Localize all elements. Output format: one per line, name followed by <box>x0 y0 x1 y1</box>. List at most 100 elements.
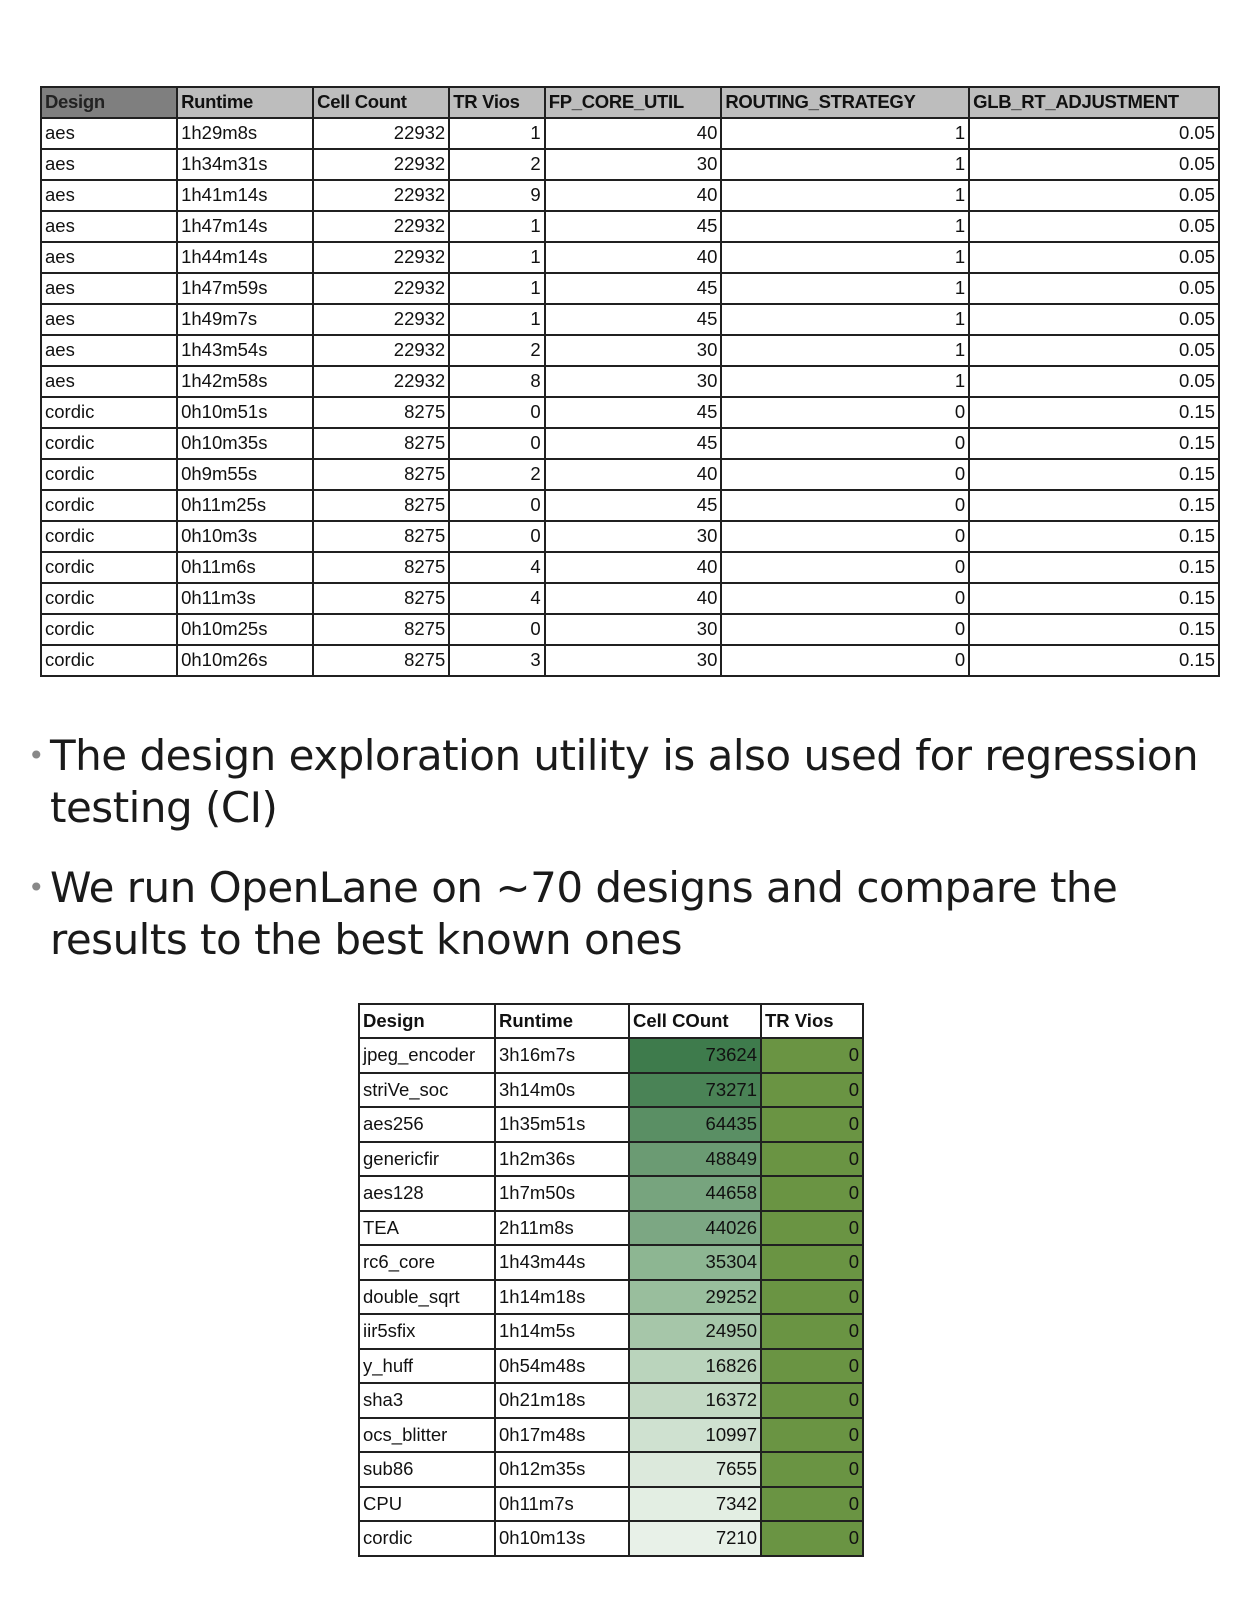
cell-glb-rt-adjustment: 0.15 <box>968 551 1220 584</box>
cell-tr-vios: 0 <box>760 1278 864 1315</box>
cell-fp-core-util: 45 <box>543 210 723 243</box>
header-routing-strategy: ROUTING_STRATEGY <box>720 86 971 119</box>
cell-routing-strategy: 1 <box>720 241 971 274</box>
cell-design: cordic <box>39 520 179 553</box>
cell-fp-core-util: 30 <box>543 148 723 181</box>
cell-glb-rt-adjustment: 0.15 <box>968 396 1220 429</box>
cell-cell-count: 8275 <box>312 458 451 491</box>
table-row: cordic 0h11m6s 8275 4 40 0 0.15 <box>39 551 1220 584</box>
cell-tr-vios: 4 <box>448 582 546 615</box>
cell-runtime: 1h7m50s <box>494 1175 630 1212</box>
cell-runtime: 1h43m44s <box>494 1244 630 1281</box>
cell-cell-count: 22932 <box>312 117 451 150</box>
cell-fp-core-util: 40 <box>543 179 723 212</box>
cell-runtime: 0h17m48s <box>494 1416 630 1453</box>
cell-tr-vios: 0 <box>760 1037 864 1074</box>
table-row: aes 1h47m59s 22932 1 45 1 0.05 <box>39 272 1220 305</box>
table-row: cordic 0h9m55s 8275 2 40 0 0.15 <box>39 458 1220 491</box>
cell-glb-rt-adjustment: 0.05 <box>968 334 1220 367</box>
cell-cell-count: 7342 <box>628 1485 762 1522</box>
table-row: cordic 0h11m25s 8275 0 45 0 0.15 <box>39 489 1220 522</box>
cell-fp-core-util: 40 <box>543 582 723 615</box>
cell-glb-rt-adjustment: 0.15 <box>968 427 1220 460</box>
cell-runtime: 1h34m31s <box>176 148 315 181</box>
bullet-item: • The design exploration utility is also… <box>20 730 1230 834</box>
cell-fp-core-util: 30 <box>543 613 723 646</box>
cell-cell-count: 8275 <box>312 551 451 584</box>
cell-glb-rt-adjustment: 0.05 <box>968 272 1220 305</box>
cell-runtime: 1h35m51s <box>494 1106 630 1143</box>
cell-cell-count: 22932 <box>312 241 451 274</box>
cell-runtime: 1h49m7s <box>176 303 315 336</box>
header-cell-count: Cell Count <box>312 86 451 119</box>
table-row: aes 1h34m31s 22932 2 30 1 0.05 <box>39 148 1220 181</box>
runs-table-body: aes 1h29m8s 22932 1 40 1 0.05 aes 1h34m31s 22932 2… <box>39 117 1220 677</box>
cell-glb-rt-adjustment: 0.15 <box>968 489 1220 522</box>
cell-routing-strategy: 0 <box>720 489 971 522</box>
cell-tr-vios: 1 <box>448 272 546 305</box>
cell-tr-vios: 0 <box>760 1382 864 1419</box>
table-row: CPU 0h11m7s 7342 0 <box>358 1485 864 1522</box>
cell-design: cordic <box>39 613 179 646</box>
cell-cell-count: 22932 <box>312 365 451 398</box>
cell-tr-vios: 0 <box>760 1071 864 1108</box>
cell-cell-count: 10997 <box>628 1416 762 1453</box>
table-row: aes 1h41m14s 22932 9 40 1 0.05 <box>39 179 1220 212</box>
table-row: sha3 0h21m18s 16372 0 <box>358 1382 864 1419</box>
cell-cell-count: 16826 <box>628 1347 762 1384</box>
cell-design: aes <box>39 365 179 398</box>
cell-fp-core-util: 45 <box>543 272 723 305</box>
bullet-dot-icon: • <box>28 739 45 772</box>
cell-fp-core-util: 40 <box>543 458 723 491</box>
cell-tr-vios: 0 <box>448 613 546 646</box>
table-row: TEA 2h11m8s 44026 0 <box>358 1209 864 1246</box>
header-runtime: Runtime <box>176 86 315 119</box>
cell-runtime: 0h10m13s <box>494 1520 630 1557</box>
cell-cell-count: 22932 <box>312 303 451 336</box>
regression-table-body: jpeg_encoder 3h16m7s 73624 0 striVe_soc 3h14m… <box>358 1037 864 1557</box>
cell-design: aes <box>39 148 179 181</box>
bullet-text: The design exploration utility is also u… <box>50 731 1199 832</box>
cell-cell-count: 24950 <box>628 1313 762 1350</box>
cell-design: genericfir <box>358 1140 496 1177</box>
table-row: sub86 0h12m35s 7655 0 <box>358 1451 864 1488</box>
bullet-item: • We run OpenLane on ~70 designs and com… <box>20 862 1230 966</box>
cell-glb-rt-adjustment: 0.05 <box>968 210 1220 243</box>
cell-design: cordic <box>39 551 179 584</box>
cell-design: cordic <box>39 396 179 429</box>
header-design: Design <box>358 1003 496 1039</box>
cell-cell-count: 44026 <box>628 1209 762 1246</box>
cell-design: striVe_soc <box>358 1071 496 1108</box>
cell-routing-strategy: 0 <box>720 644 971 677</box>
cell-tr-vios: 0 <box>760 1451 864 1488</box>
cell-glb-rt-adjustment: 0.05 <box>968 241 1220 274</box>
cell-tr-vios: 1 <box>448 241 546 274</box>
cell-runtime: 1h44m14s <box>176 241 315 274</box>
cell-runtime: 3h14m0s <box>494 1071 630 1108</box>
cell-routing-strategy: 0 <box>720 551 971 584</box>
cell-fp-core-util: 30 <box>543 365 723 398</box>
header-runtime: Runtime <box>494 1003 630 1039</box>
cell-cell-count: 22932 <box>312 272 451 305</box>
cell-cell-count: 73624 <box>628 1037 762 1074</box>
cell-runtime: 1h29m8s <box>176 117 315 150</box>
cell-routing-strategy: 1 <box>720 179 971 212</box>
bullet-dot-icon: • <box>28 871 45 904</box>
cell-cell-count: 22932 <box>312 179 451 212</box>
cell-cell-count: 64435 <box>628 1106 762 1143</box>
cell-cell-count: 22932 <box>312 334 451 367</box>
cell-routing-strategy: 1 <box>720 303 971 336</box>
cell-fp-core-util: 45 <box>543 303 723 336</box>
cell-design: aes128 <box>358 1175 496 1212</box>
cell-routing-strategy: 0 <box>720 396 971 429</box>
cell-tr-vios: 0 <box>760 1244 864 1281</box>
cell-routing-strategy: 1 <box>720 334 971 367</box>
cell-tr-vios: 0 <box>760 1209 864 1246</box>
cell-tr-vios: 0 <box>448 489 546 522</box>
cell-runtime: 0h10m35s <box>176 427 315 460</box>
cell-runtime: 0h54m48s <box>494 1347 630 1384</box>
cell-cell-count: 48849 <box>628 1140 762 1177</box>
cell-glb-rt-adjustment: 0.05 <box>968 117 1220 150</box>
cell-routing-strategy: 1 <box>720 210 971 243</box>
header-cell-count: Cell COunt <box>628 1003 762 1039</box>
